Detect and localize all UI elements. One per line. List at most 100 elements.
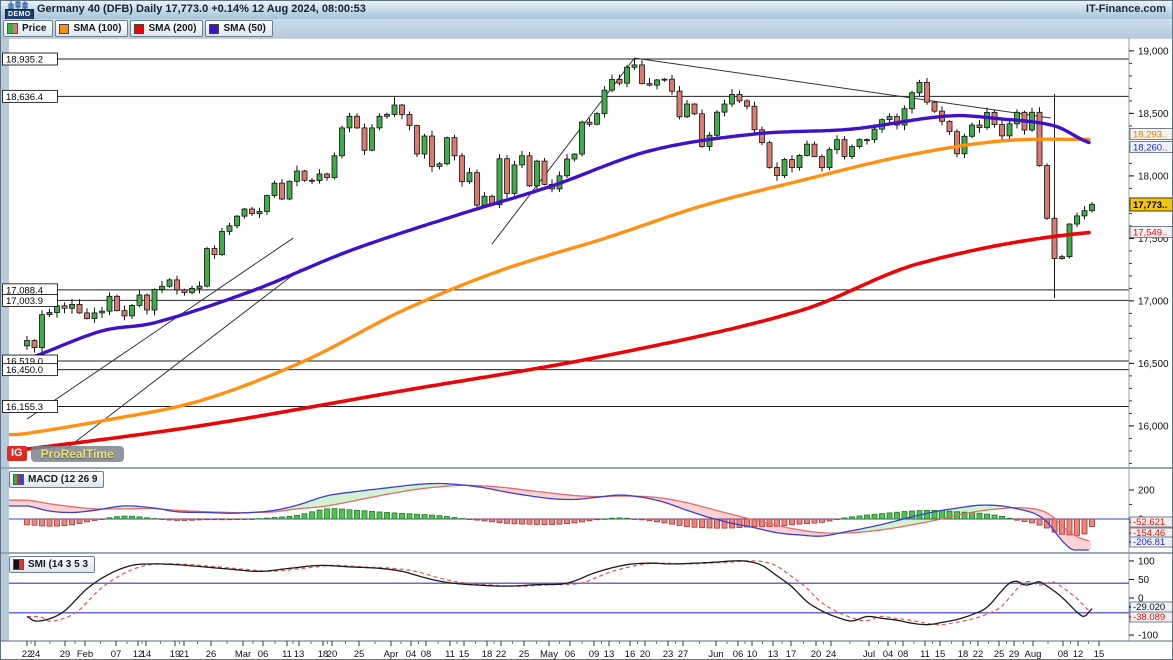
x-tick-label: 23	[663, 649, 674, 660]
level-label-box[interactable]	[2, 52, 58, 66]
smi-tick-label: 0	[1138, 594, 1144, 605]
last-price-marker: 17,773..	[1133, 200, 1167, 211]
x-tick-label: 08	[1058, 649, 1069, 660]
level-label: 16,155.3	[6, 402, 43, 413]
x-tick-label: 13	[604, 649, 615, 660]
prorealtime-logo: IG ProRealTime	[7, 445, 124, 462]
x-tick-label: 12	[133, 649, 144, 660]
macd-legend-button[interactable]: MACD (12 26 9	[9, 471, 105, 488]
price-axis[interactable]	[1129, 38, 1173, 660]
x-tick-label: 18	[482, 649, 493, 660]
level-label: 18,636.4	[6, 92, 43, 103]
sma-50-line[interactable]	[9, 113, 1091, 363]
x-tick-label: 11	[445, 649, 455, 660]
macd-line-value: -206.81	[1133, 537, 1165, 548]
smi-legend-button[interactable]: SMI (14 3 5 3	[9, 556, 96, 573]
smi-tick-label: -100	[1138, 631, 1158, 642]
x-tick-label: 08	[898, 649, 909, 660]
x-tick-label: Mar	[235, 649, 251, 660]
legend-sma100-button[interactable]: SMA (100)	[55, 20, 129, 37]
x-tick-label: 27	[678, 649, 689, 660]
legend-price-button[interactable]: Price	[3, 20, 54, 37]
x-tick-label: 25	[519, 649, 530, 660]
x-tick-label: 06	[565, 649, 576, 660]
macd-signal-value: -154.46	[1133, 528, 1165, 539]
x-tick-label: 15	[935, 649, 946, 660]
x-tick-label: 26	[206, 649, 217, 660]
sma-200-line[interactable]	[9, 230, 1091, 452]
panel-separator[interactable]	[1, 552, 1173, 554]
trend-line[interactable]	[26, 237, 294, 420]
main-chart-panel	[9, 57, 1129, 454]
x-tick-label: Aug	[1025, 649, 1042, 660]
x-tick-label: 15	[1094, 649, 1105, 660]
sma50-swatch-icon	[209, 23, 220, 34]
legend-sma200-label: SMA (200)	[148, 23, 197, 34]
macd-icon	[13, 474, 24, 485]
main-chart-canvas[interactable]	[9, 38, 1129, 467]
x-tick-label: 29	[60, 649, 71, 660]
macd-line[interactable]	[9, 482, 1089, 551]
legend-bar: Price SMA (100) SMA (200) SMA (50)	[1, 19, 1172, 38]
legend-sma50-label: SMA (50)	[223, 23, 266, 34]
x-tick-label: 21	[179, 649, 190, 660]
sma-100-line[interactable]	[9, 137, 1091, 437]
macd-panel	[9, 482, 1129, 551]
x-tick-label: 19	[170, 649, 181, 660]
x-tick-label: Apr	[384, 649, 399, 660]
smi-line[interactable]	[26, 560, 1093, 626]
y-tick-label: 16,000	[1138, 421, 1169, 432]
x-tick-label: 14	[141, 649, 152, 660]
x-tick-label: 11	[920, 649, 930, 660]
x-tick-label: 20	[327, 649, 338, 660]
x-tick-label: May	[540, 649, 558, 660]
x-tick-label: Feb	[77, 649, 93, 660]
level-label-box[interactable]	[2, 294, 58, 307]
sma200-price-marker-box	[1129, 226, 1172, 238]
sma100-price-marker: 18,293..	[1133, 130, 1167, 141]
legend-sma50-button[interactable]: SMA (50)	[205, 20, 273, 37]
smi-signal-value: -38.089	[1133, 612, 1165, 623]
x-tick-label: 04	[406, 649, 417, 660]
x-tick-label: 13	[768, 649, 779, 660]
x-tick-label: Jul	[863, 649, 875, 660]
x-tick-label: 11	[282, 649, 292, 660]
brand-link[interactable]: IT-Finance.com	[1085, 3, 1166, 15]
macd-signal-line[interactable]	[9, 484, 1090, 542]
legend-sma200-button[interactable]: SMA (200)	[130, 20, 204, 37]
level-label-box[interactable]	[2, 89, 58, 103]
sma50-price-marker-box	[1129, 141, 1172, 153]
sma50-price-marker: 18,260..	[1133, 143, 1167, 154]
prorealtime-wordmark: ProRealTime	[30, 445, 124, 462]
x-tick-label: Jun	[708, 649, 723, 660]
y-tick-label: 17,000	[1138, 296, 1169, 307]
smi-legend-label: SMI (14 3 5 3	[28, 559, 89, 570]
smi-tick-label: 50	[1138, 575, 1150, 586]
smi-value: -29.020	[1133, 602, 1165, 613]
x-tick-label: 06	[733, 649, 744, 660]
sma100-swatch-icon	[59, 23, 70, 34]
macd-legend-label: MACD (12 26 9	[28, 474, 98, 485]
level-label-box[interactable]	[2, 363, 58, 377]
y-tick-label: 18,000	[1138, 171, 1169, 182]
macd-canvas[interactable]	[9, 469, 1129, 551]
macd-tick-label: 200	[1138, 486, 1155, 497]
sma100-price-marker-box	[1129, 128, 1172, 140]
x-tick-label: 25	[354, 649, 365, 660]
x-tick-label: 15	[459, 649, 470, 660]
x-tick-label: 08	[421, 649, 432, 660]
title-bar: DEMO Germany 40 (DFB) Daily 17,773.0 +0.…	[1, 1, 1172, 20]
ig-logo: IG	[7, 446, 27, 461]
level-label-box[interactable]	[2, 400, 58, 413]
level-label: 17,088.4	[6, 285, 43, 296]
x-tick-label: 22	[973, 649, 984, 660]
x-tick-label: 10	[747, 649, 758, 660]
panel-separator[interactable]	[1, 467, 1173, 469]
x-tick-label: 13	[294, 649, 305, 660]
time-axis[interactable]	[1, 641, 1173, 660]
smi-canvas[interactable]	[9, 554, 1129, 641]
x-tick-label: 22	[22, 649, 33, 660]
trend-line[interactable]	[634, 57, 1051, 119]
